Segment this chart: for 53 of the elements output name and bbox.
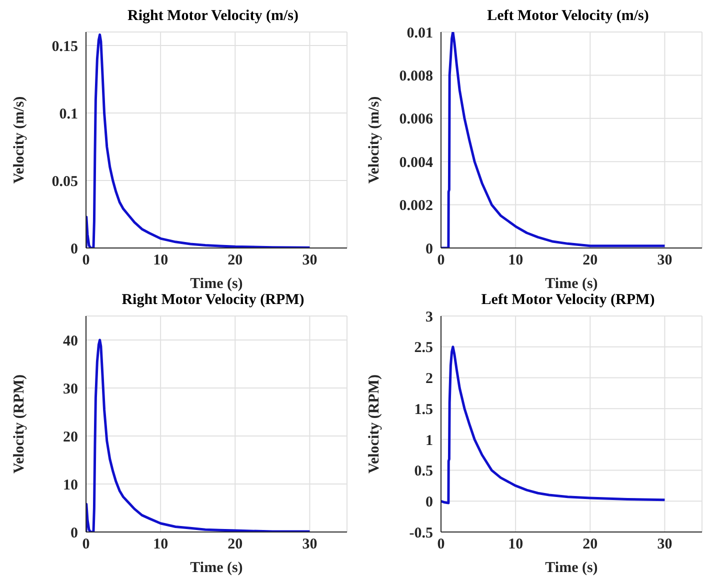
y-tick-label: 3 bbox=[426, 309, 433, 326]
x-tick-label: 30 bbox=[302, 252, 318, 269]
chart-title: Left Motor Velocity (RPM) bbox=[480, 292, 656, 309]
y-axis-title: Velocity (m/s) bbox=[366, 96, 382, 184]
y-tick-label: -0.5 bbox=[409, 525, 433, 542]
y-tick-label: 2.5 bbox=[414, 340, 433, 356]
x-tick-label: 0 bbox=[82, 252, 90, 269]
y-tick-label: 2 bbox=[426, 371, 433, 388]
chart-title: Left Motor Velocity (m/s) bbox=[486, 8, 650, 25]
y-tick-label: 20 bbox=[63, 429, 78, 446]
y-axis-title: Velocity (RPM) bbox=[366, 374, 382, 474]
x-axis-title: Time (s) bbox=[190, 276, 243, 292]
y-tick-label: 0.006 bbox=[399, 112, 434, 128]
x-tick-label: 20 bbox=[228, 252, 243, 269]
y-tick-label: 0.004 bbox=[399, 154, 434, 171]
x-axis-title: Time (s) bbox=[190, 560, 243, 576]
y-tick-label: 40 bbox=[63, 333, 78, 350]
line-series bbox=[441, 346, 666, 504]
x-tick-label: 10 bbox=[508, 536, 524, 553]
y-tick-label: 0 bbox=[70, 525, 78, 542]
y-tick-label: 1.5 bbox=[414, 402, 433, 418]
line-series bbox=[86, 338, 311, 532]
x-tick-label: 0 bbox=[437, 536, 445, 553]
y-tick-label: 0.01 bbox=[406, 25, 433, 42]
y-tick-label: 0.05 bbox=[52, 174, 78, 190]
x-tick-label: 20 bbox=[582, 252, 598, 269]
x-tick-label: 0 bbox=[437, 252, 445, 269]
y-tick-label: 10 bbox=[63, 477, 78, 494]
y-tick-label: 0 bbox=[426, 241, 433, 258]
chart-title: Right Motor Velocity (RPM) bbox=[120, 292, 306, 309]
y-tick-label: 30 bbox=[63, 381, 78, 398]
x-tick-label: 0 bbox=[82, 536, 90, 553]
x-axis-title: Time (s) bbox=[545, 560, 598, 576]
x-tick-label: 10 bbox=[153, 536, 168, 553]
y-tick-label: 0.5 bbox=[414, 464, 433, 480]
x-tick-label: 10 bbox=[508, 252, 524, 269]
x-tick-label: 20 bbox=[228, 536, 243, 553]
x-tick-label: 30 bbox=[657, 252, 672, 269]
y-tick-label: 0.002 bbox=[399, 198, 433, 214]
x-tick-label: 30 bbox=[302, 536, 318, 553]
y-tick-label: 0.008 bbox=[399, 68, 433, 85]
x-tick-label: 10 bbox=[153, 252, 168, 269]
y-axis-title: Velocity (RPM) bbox=[11, 374, 28, 474]
y-tick-label: 0 bbox=[426, 494, 433, 510]
y-tick-label: 0.15 bbox=[52, 38, 78, 55]
y-tick-label: 0 bbox=[70, 241, 78, 258]
x-axis-title: Time (s) bbox=[545, 276, 598, 292]
y-tick-label: 1 bbox=[426, 432, 433, 449]
x-tick-label: 20 bbox=[582, 536, 598, 553]
x-tick-label: 30 bbox=[657, 536, 672, 553]
chart-title: Right Motor Velocity (m/s) bbox=[126, 8, 300, 25]
y-tick-label: 0.1 bbox=[59, 106, 78, 122]
y-axis-title: Velocity (m/s) bbox=[11, 96, 28, 184]
